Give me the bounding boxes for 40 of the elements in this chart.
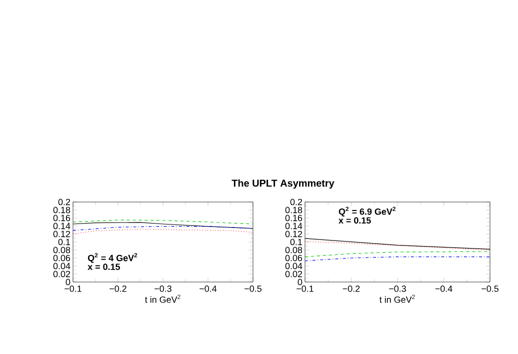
x-tick-label: −0.3 — [154, 286, 172, 292]
y-tick-label: 0.08 — [53, 246, 70, 254]
y-tick-label: 0.2 — [58, 198, 70, 206]
x-axis-title: t in GeV$^{2}$ — [145, 294, 180, 303]
x-axis-title: t in GeV$^{2}$ — [380, 294, 415, 303]
x-tick-label: −0.5 — [482, 286, 498, 292]
x-tick-label: −0.5 — [244, 286, 262, 292]
y-tick-label: 0.18 — [285, 206, 302, 214]
y-tick-label: 0.02 — [53, 270, 70, 278]
y-tick-label: 0.14 — [53, 222, 70, 230]
y-tick-label: 0.06 — [285, 254, 302, 262]
annotation: Q$^{2}$ = 6.9 GeV$^{2}$ — [338, 206, 396, 216]
y-tick-label: 0.02 — [285, 270, 302, 278]
y-tick-label: 0.2 — [290, 198, 302, 206]
y-tick-label: 0.12 — [285, 230, 302, 238]
x-tick-label: −0.1 — [64, 286, 82, 292]
text: The UPLT Asymmetry — [232, 179, 334, 189]
y-tick-label: 0.1 — [58, 238, 70, 246]
y-tick-label: 0.08 — [285, 246, 302, 254]
x-tick-label: −0.4 — [435, 286, 452, 292]
y-tick-label: 0.14 — [285, 222, 302, 230]
y-tick-label: 0.16 — [285, 214, 302, 222]
y-tick-label: 0.1 — [290, 238, 302, 246]
y-tick-label: 0.04 — [53, 262, 70, 270]
x-tick-label: −0.4 — [200, 286, 217, 292]
annotation: x = 0.15 — [338, 217, 371, 224]
y-tick-label: 0.06 — [53, 254, 70, 262]
y-tick-label: 0 — [66, 278, 70, 286]
annotation: Q$^{2}$ = 4 GeV$^{2}$ — [88, 253, 138, 263]
y-tick-label: 0.04 — [285, 262, 302, 270]
line-series — [305, 241, 490, 250]
annotation: x = 0.15 — [88, 264, 120, 270]
y-tick-label: 0 — [298, 278, 302, 286]
x-tick-label: −0.2 — [342, 286, 360, 292]
x-tick-label: −0.3 — [389, 286, 406, 292]
x-tick-label: −0.2 — [110, 286, 126, 292]
y-tick-label: 0.18 — [53, 206, 70, 214]
y-tick-label: 0.16 — [53, 214, 70, 222]
y-tick-label: 0.12 — [53, 230, 70, 238]
x-tick-label: −0.1 — [296, 286, 314, 292]
